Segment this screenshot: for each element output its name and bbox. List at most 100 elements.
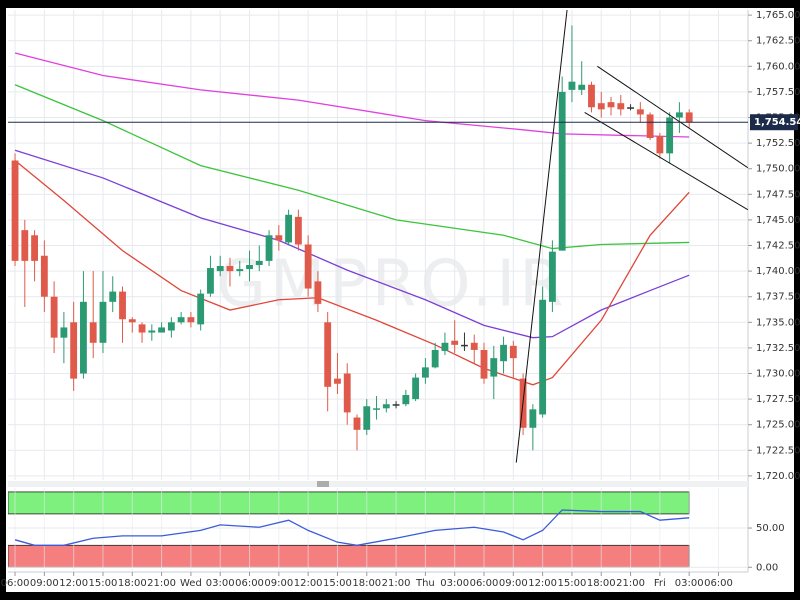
x-tick-label: 18:00 [352,578,381,589]
candle-body [226,265,234,272]
last-price-box [750,114,798,131]
y-tick-label: 1,745.00 [756,215,800,226]
candle-body [509,345,517,359]
trend-line [515,10,568,463]
candle-body [675,112,683,118]
x-tick-label: Fri [654,578,666,589]
x-tick-label: 18:00 [118,578,147,589]
candle-body [177,317,185,323]
moving-average [14,160,690,386]
x-tick-label: 03:00 [206,578,235,589]
y-tick-label: 1,727.50 [756,394,800,405]
y-tick-label: 1,735.00 [756,317,800,328]
y-tick-label: 1,740.00 [756,266,800,277]
candle-body [461,344,468,347]
candle-body [392,404,400,406]
y-tick-label: 1,757.50 [756,87,800,98]
candle-body [578,84,586,90]
x-tick-label: 21:00 [382,578,411,589]
y-tick-label: 1,750.00 [756,164,800,175]
candle-body [304,244,312,289]
y-tick-label: 0.00 [756,562,778,573]
candle-body [588,84,595,108]
x-tick-label: 15:00 [323,578,352,589]
y-tick-label: 1,720.00 [756,471,800,482]
y-tick-label: 1,732.50 [756,343,800,354]
candle-body [353,417,361,430]
candle-body [490,358,498,377]
x-tick-label: 06:00 [704,578,733,589]
candle-body [99,301,107,343]
candle-body [607,102,615,108]
x-tick-label: 12:00 [528,578,557,589]
x-tick-label: 18:00 [587,578,616,589]
candle-body [50,296,58,338]
candle-body [558,91,566,251]
x-tick-label: 15:00 [89,578,118,589]
candle-body [382,404,390,409]
trend-line [597,65,748,169]
candle-body [597,103,605,110]
candle-body [636,109,644,115]
candle-body [138,324,146,333]
candle-body [167,322,175,331]
candle-body [158,327,166,333]
candle-body [431,349,439,368]
y-tick-label: 1,765.00 [756,10,800,21]
y-tick-label: 1,747.50 [756,189,800,200]
y-tick-label: 1,722.50 [756,445,800,456]
price-panel: GMPRO.IR [8,10,748,480]
x-tick-label: 03:00 [675,578,704,589]
candle-body [373,408,380,410]
candle-body [314,281,322,304]
candle-body [275,235,283,241]
x-tick-label: 06:00 [235,578,264,589]
candle-body [109,291,117,302]
oscillator-panel [8,488,748,572]
x-tick-label: 03:00 [440,578,469,589]
candle-body [255,260,263,265]
watermark: GMPRO.IR [216,248,567,322]
candle-body [60,327,68,338]
candle-body [21,230,29,261]
candle-body [402,395,410,405]
candle-body [343,373,351,413]
x-tick-label: 09:00 [30,578,59,589]
x-tick-label: 21:00 [147,578,176,589]
candle-body [617,103,625,110]
candle-body [31,235,38,261]
candle-body [500,344,507,362]
candle-body [40,255,48,297]
candle-body [656,135,664,154]
x-tick-label: Thu [415,578,435,589]
moving-average [14,52,690,138]
x-tick-label: 06:00 [470,578,499,589]
x-tick-label: 15:00 [558,578,587,589]
moving-average [14,84,690,250]
panel-separator[interactable] [8,481,748,487]
candle-body [80,301,87,374]
x-tick-label: 06:00 [1,578,30,589]
candle-body [529,409,537,428]
candle-body [265,235,273,261]
candle-body [236,269,244,272]
last-price-label: 1,754.54 [754,117,800,128]
y-tick-label: 1,737.50 [756,292,800,303]
candle-body [470,342,478,350]
candle-body [119,291,126,320]
y-tick-label: 50.00 [756,523,785,534]
candle-body [294,216,302,245]
candle-body [11,160,19,261]
resize-handle[interactable] [317,481,329,487]
x-tick-label: 12:00 [294,578,323,589]
candle-body [627,107,634,109]
candle-body [480,349,488,379]
candle-body [539,299,547,415]
candle-body [197,293,205,325]
candle-body [421,367,429,378]
x-tick-label: 09:00 [499,578,528,589]
candle-body [246,264,253,270]
x-tick-label: 21:00 [616,578,645,589]
candle-body [187,317,195,323]
